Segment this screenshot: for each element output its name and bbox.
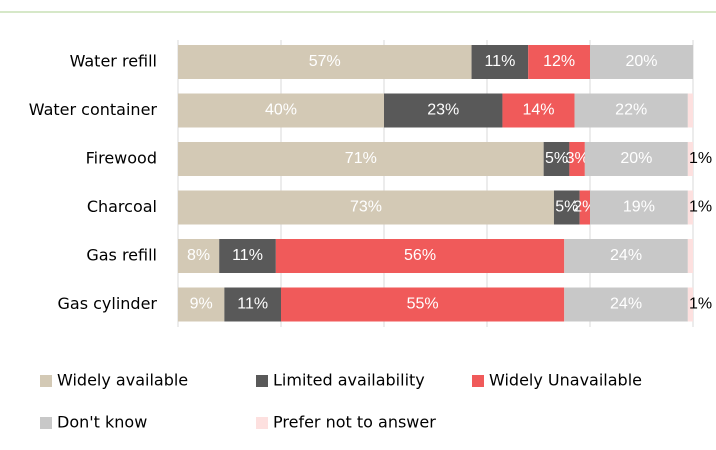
data-label: 56% [404,247,436,264]
bar-segment [178,142,544,176]
data-label: 71% [345,150,377,167]
category-label: Charcoal [87,197,157,216]
legend-swatch [256,417,268,429]
data-label: 1% [689,199,712,216]
bar-segment [528,45,590,79]
bar-segment [178,287,225,322]
data-label: 8% [187,247,210,264]
bar-segment [590,190,688,225]
category-label: Gas cylinder [58,294,158,313]
bar-segment [569,142,585,176]
legend-label: Limited availability [273,371,425,390]
bar-segment [564,287,688,322]
category-label: Water refill [70,52,157,71]
data-label: 57% [309,53,341,70]
data-label: 19% [623,199,655,216]
data-label: 3% [566,150,589,167]
data-label: 5% [545,150,568,167]
data-label: 14% [522,102,554,119]
bar-segment [178,190,554,225]
legend-label: Widely Unavailable [489,371,642,390]
category-label: Water container [29,100,158,119]
data-label: 55% [407,296,439,313]
bar-segment [564,239,688,273]
bar-segment [543,142,570,176]
bar-segment [687,93,693,128]
bar-segment [579,190,590,225]
bar-segment [471,45,529,79]
bar-segment [687,142,693,176]
data-label: 11% [232,247,263,264]
bar-segment [553,190,580,225]
data-label: 12% [543,53,575,70]
data-label: 73% [350,199,382,216]
bar-segment [219,239,276,273]
bar-segment [590,45,693,79]
bar-segment [178,93,384,128]
bar-segment [275,239,565,273]
data-label: 11% [484,53,515,70]
data-label: 22% [615,102,647,119]
bar-segment [178,45,472,79]
bar-segment [502,93,575,128]
legend-swatch [40,417,52,429]
bar-segment [281,287,565,322]
bar-segment [687,190,693,225]
bar-segment [574,93,688,128]
bar-segment [384,93,503,128]
category-label: Firewood [86,149,157,168]
data-label: 20% [625,53,657,70]
data-label: 1% [689,296,712,313]
legend-swatch [256,375,268,387]
legend-label: Widely available [57,371,188,390]
data-label: 1% [689,150,712,167]
legend-swatch [40,375,52,387]
bar-segment [178,239,220,273]
bar-segment [687,287,693,322]
data-label: 40% [265,102,297,119]
data-label: 9% [190,296,213,313]
bar-segment [224,287,281,322]
data-label: 23% [427,102,459,119]
legend-label: Prefer not to answer [273,413,436,432]
data-label: 5% [555,199,578,216]
data-label: 11% [237,296,268,313]
category-label: Gas refill [86,246,157,265]
data-label: 24% [610,247,642,264]
data-label: 20% [620,150,652,167]
bar-segment [584,142,688,176]
legend-swatch [472,375,484,387]
bar-segment [687,239,693,273]
data-label: 24% [610,296,642,313]
legend-label: Don't know [57,413,147,432]
